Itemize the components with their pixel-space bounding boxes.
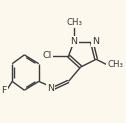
Text: N: N [47, 84, 54, 92]
Text: F: F [1, 86, 7, 95]
Text: CH₃: CH₃ [66, 18, 82, 27]
Text: CH₃: CH₃ [107, 60, 123, 69]
Text: N: N [71, 37, 77, 46]
Text: Cl: Cl [43, 52, 52, 61]
Text: N: N [92, 37, 99, 46]
